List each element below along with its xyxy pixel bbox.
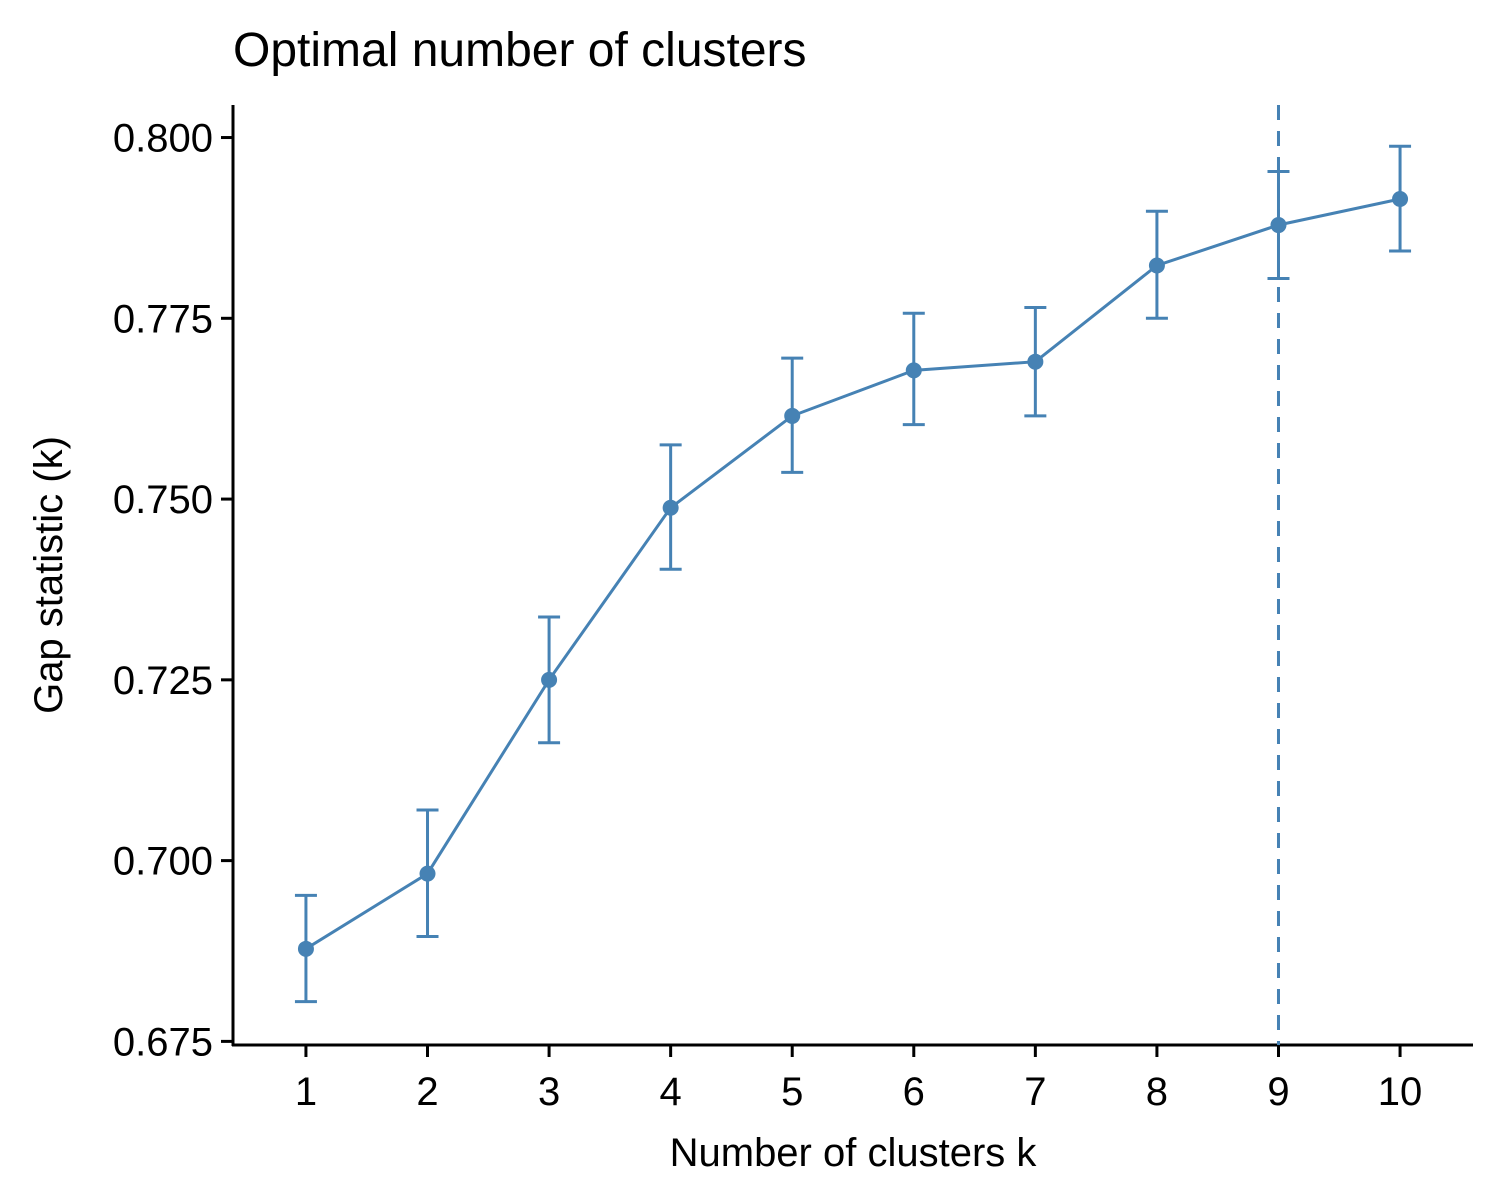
x-tick-label: 9 [1267,1070,1289,1114]
plot-area: 0.675 0.700 0.725 0.750 0.775 0.800 1 2 3 4 5 6 7 8 9 1… [113,105,1473,1114]
x-tick-label: 1 [295,1070,317,1114]
y-tick-label: 0.800 [113,117,213,161]
y-axis-title: Gap statistic (k) [27,436,71,714]
data-point [541,671,558,688]
data-point [662,499,679,516]
data-point [1392,191,1409,207]
x-tick-label: 8 [1146,1070,1168,1114]
x-tick-label: 4 [660,1070,682,1114]
y-tick-label: 0.725 [113,659,213,703]
data-point [297,940,314,957]
chart-title: Optimal number of clusters [233,24,807,77]
data-point [784,407,801,424]
data-point [419,865,436,882]
data-point [1027,353,1044,370]
y-tick-label: 0.750 [113,478,213,522]
x-tick-label: 5 [781,1070,803,1114]
data-point [905,362,922,379]
x-tick-label: 3 [538,1070,560,1114]
x-tick-label: 7 [1024,1070,1046,1114]
series-line [305,197,1401,951]
y-tick-label: 0.700 [113,840,213,884]
y-tick-label: 0.775 [113,297,213,341]
x-axis-title: Number of clusters k [670,1131,1038,1175]
data-point [1148,257,1165,274]
data-point [1270,217,1287,234]
x-tick-label: 6 [903,1070,925,1114]
x-tick-label: 2 [416,1070,438,1114]
y-tick-label: 0.675 [113,1020,213,1064]
x-tick-label: 10 [1378,1070,1423,1114]
